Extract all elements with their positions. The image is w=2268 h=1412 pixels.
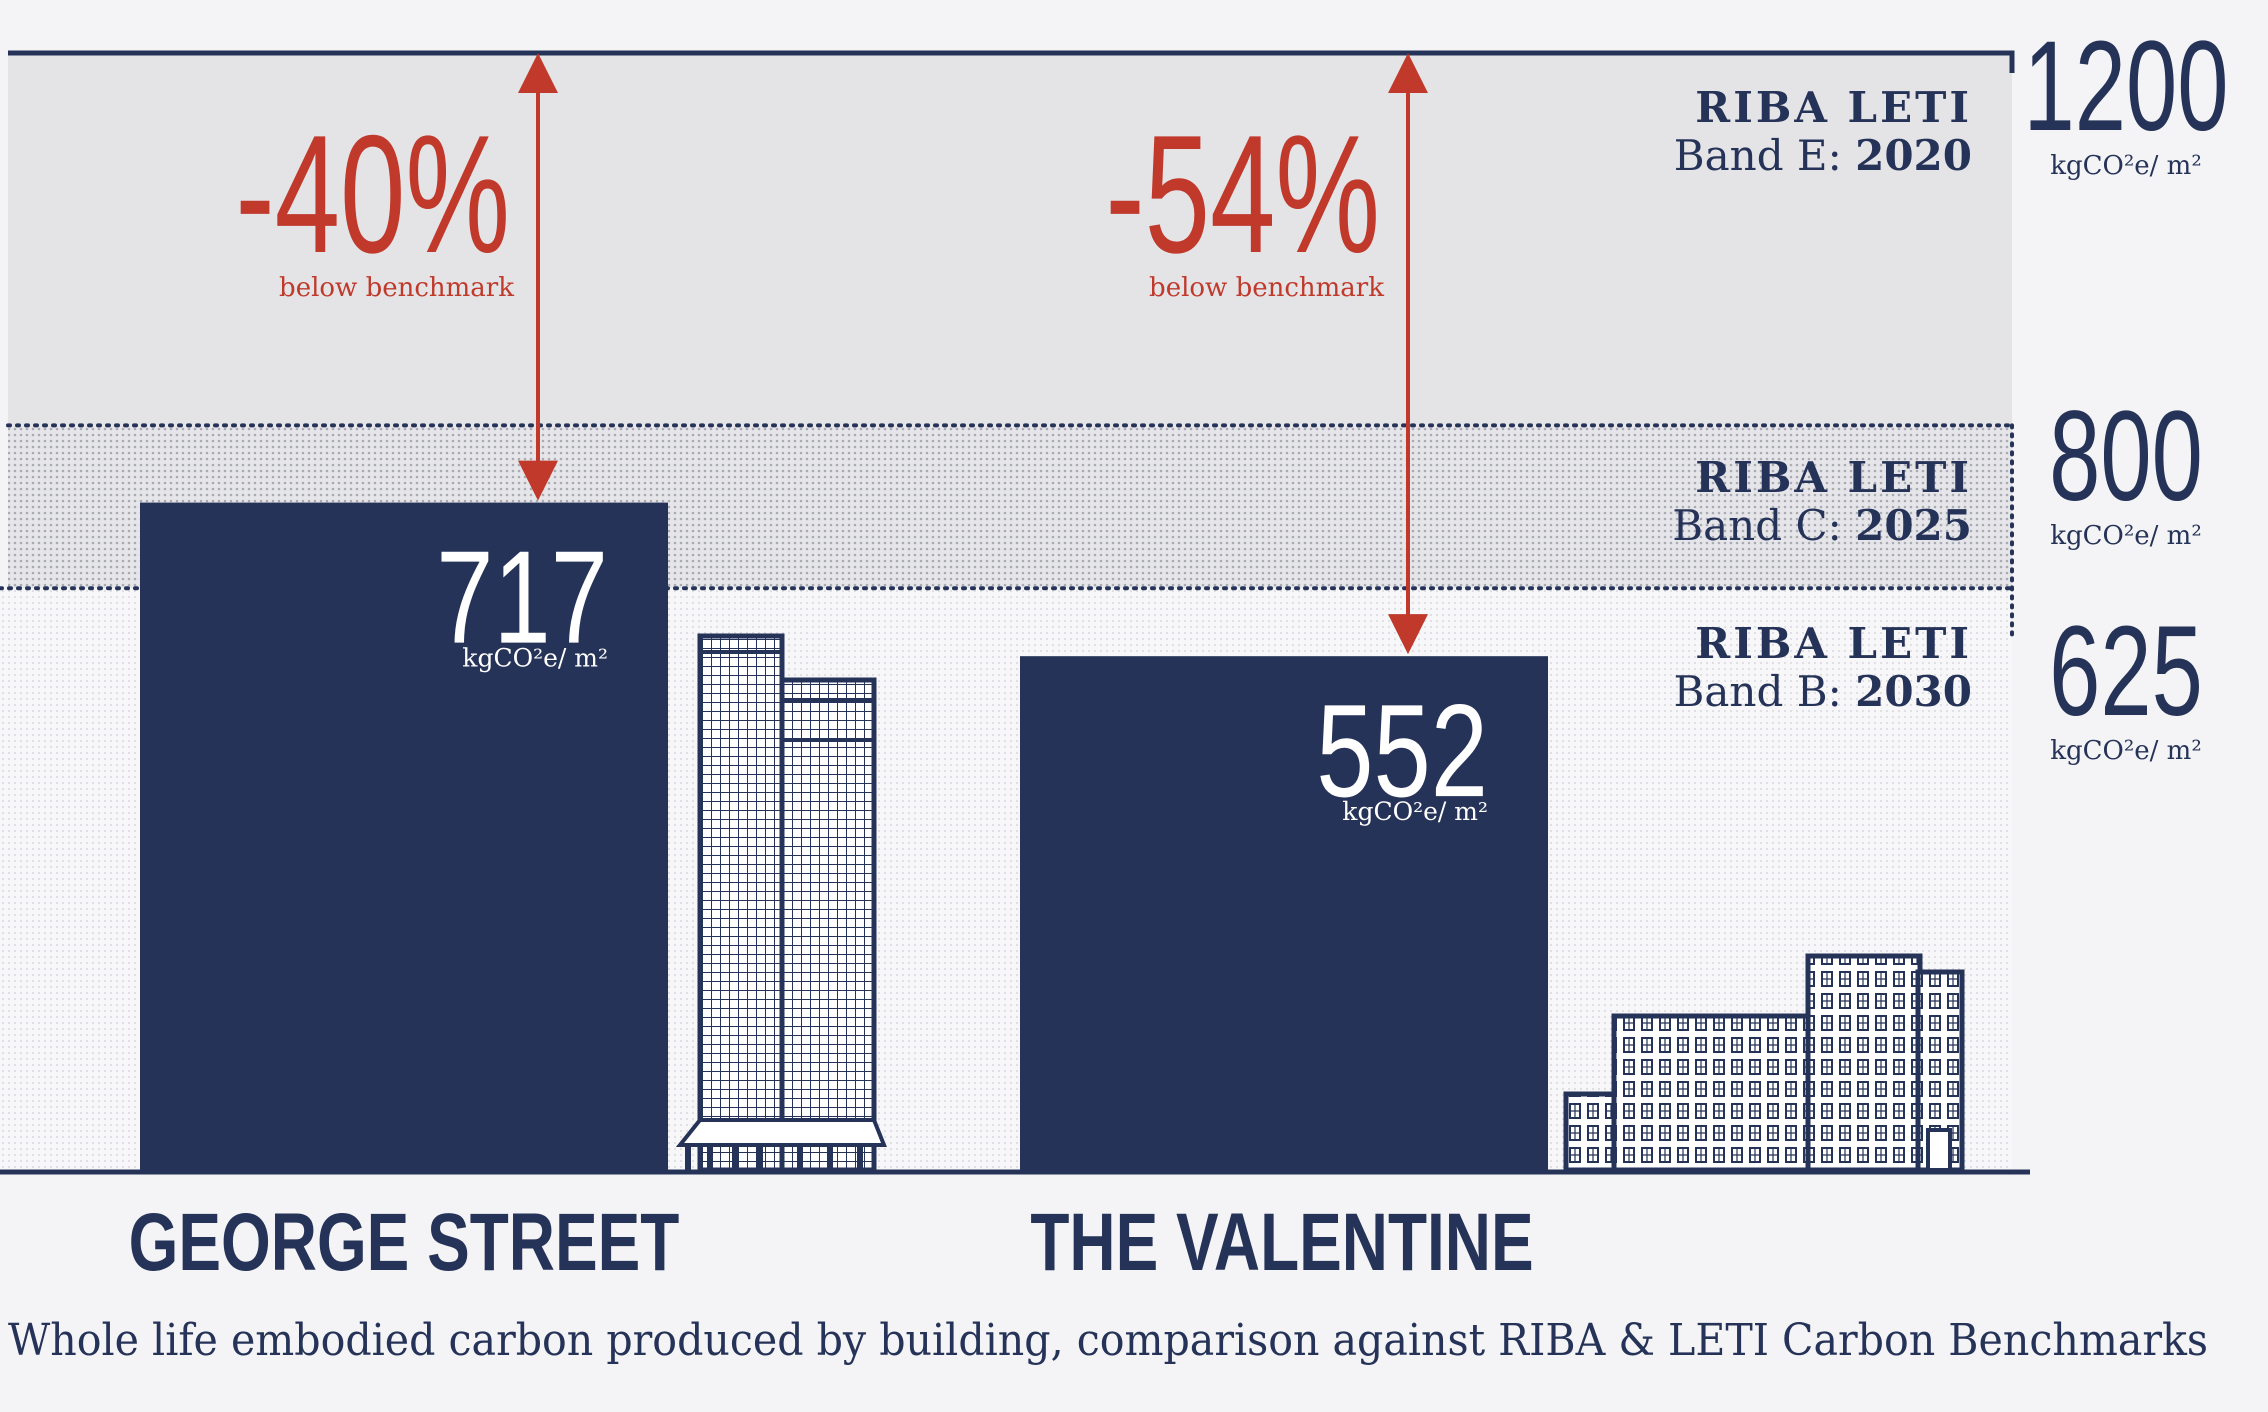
bar-value-label: 552 [1316, 678, 1488, 825]
reduction-percent: -54% [1105, 100, 1380, 288]
benchmark-title: RIBA LETI [1695, 619, 1972, 668]
category-label: THE VALENTINE [1030, 1195, 1533, 1288]
bar-value-label: 717 [436, 524, 608, 671]
benchmark-band-label: Band E: 2020 [1674, 131, 1972, 180]
benchmark-year: 2020 [1855, 131, 1972, 180]
benchmark-band: Band B: [1674, 667, 1856, 716]
benchmark-value: 1200 [2023, 14, 2228, 157]
band-e-area [8, 53, 2012, 426]
benchmark-value: 625 [2049, 599, 2203, 742]
reduction-percent: -40% [235, 100, 510, 288]
benchmark-unit: kgCO²e/ m² [2050, 521, 2202, 551]
benchmark-band-label: Band B: 2030 [1674, 667, 1972, 716]
bar-unit-label: kgCO²e/ m² [1342, 797, 1488, 826]
the-valentine-building-illustration [1563, 953, 1965, 1173]
reduction-note: below benchmark [1149, 273, 1384, 303]
benchmark-band-label: Band C: 2025 [1672, 501, 1972, 550]
benchmark-unit: kgCO²e/ m² [2050, 151, 2202, 181]
bar-2 [1020, 656, 1548, 1170]
benchmark-value: 800 [2049, 384, 2203, 527]
benchmark-title: RIBA LETI [1695, 83, 1972, 132]
chart-caption: Whole life embodied carbon produced by b… [8, 1315, 2208, 1366]
band-e-top-line [8, 50, 2015, 73]
category-label: GEORGE STREET [129, 1195, 680, 1288]
category-labels: GEORGE STREET THE VALENTINE [129, 1195, 1534, 1288]
george-street-tower-illustration [675, 633, 887, 1173]
benchmark-year: 2025 [1855, 501, 1972, 550]
benchmark-band: Band E: [1674, 131, 1855, 180]
bar-1 [140, 502, 668, 1170]
reduction-note: below benchmark [279, 273, 514, 303]
benchmark-band: Band C: [1672, 501, 1855, 550]
benchmark-year: 2030 [1855, 667, 1972, 716]
benchmark-title: RIBA LETI [1695, 453, 1972, 502]
benchmark-unit: kgCO²e/ m² [2050, 736, 2202, 766]
bar-unit-label: kgCO²e/ m² [462, 644, 608, 673]
